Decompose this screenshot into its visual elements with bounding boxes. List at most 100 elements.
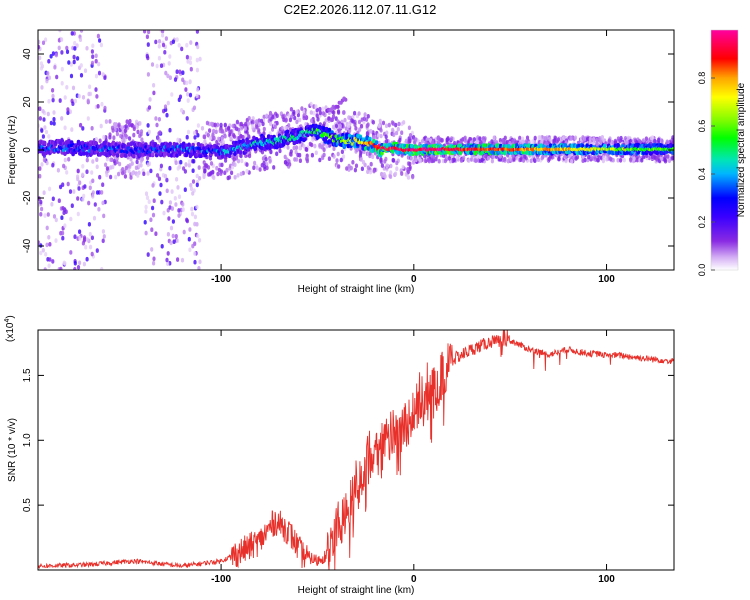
spectrogram-ridge-halo [292,140,297,146]
spectrogram-speckle [70,127,74,132]
spectrogram-speckle [152,260,156,266]
spectrogram-speckle [99,42,103,48]
spectrogram-speckle [101,229,105,234]
spectrogram-y-tick-label: 40 [22,48,33,60]
spectrogram-speckle [193,221,197,227]
spectrogram-ridge-halo [115,153,120,158]
spectrogram-speckle [162,210,166,216]
spectrogram-ridge-halo [345,133,349,138]
spectrogram-speckle [343,117,347,123]
spectrogram-speckle [147,199,151,204]
spectrogram-speckle [542,135,546,141]
spectrogram-speckle [72,59,76,65]
spectrogram-speckle [318,143,322,148]
spectrogram-speckle [587,154,591,160]
snr-frame [37,329,675,571]
spectrogram-speckle [391,127,395,133]
spectrogram-ridge-halo [63,151,67,156]
spectrogram-speckle [552,138,556,144]
spectrogram-speckle [76,174,80,179]
spectrogram-speckle [94,137,98,142]
spectrogram-speckle [285,125,289,131]
spectrogram-speckle [41,109,45,114]
spectrogram-speckle [385,138,389,144]
spectrogram-speckle [174,202,178,207]
spectrogram-speckle [588,136,592,142]
spectrogram-speckle [102,213,106,219]
spectrogram-speckle [214,129,218,135]
spectrogram-speckle [353,122,357,127]
spectrogram-speckle [46,71,50,76]
spectrogram-speckle [490,158,494,164]
spectrogram-speckle [185,80,189,86]
spectrogram-speckle [163,50,167,55]
spectrogram-speckle [101,200,105,206]
spectrogram-speckle [147,129,151,135]
spectrogram-speckle [285,161,289,167]
spectrogram-speckle [359,157,363,162]
spectrogram-y-tick-label: 0 [22,147,33,153]
spectrogram-speckle [150,247,154,252]
spectrogram-ridge-halo [285,129,290,134]
spectrogram-speckle [168,200,172,205]
spectrogram-speckle [216,136,221,142]
spectrogram-speckle [186,129,191,135]
snr-x-tick-label: 0 [411,574,417,585]
spectrogram-speckle [187,236,191,242]
spectrogram-speckle [166,261,170,267]
spectrogram-speckle [47,59,51,64]
spectrogram-speckle [521,139,525,145]
spectrogram-speckle [168,54,172,59]
spectrogram-speckle [78,37,83,42]
spectrogram-speckle [157,55,161,61]
spectrogram-speckle [392,158,396,163]
spectrogram-secondary-branch [343,97,348,102]
spectrogram-speckle [94,53,98,59]
spectrogram-speckle [128,136,132,141]
spectrogram-speckle [616,158,620,163]
spectrogram-speckle [174,160,178,165]
spectrogram-ridge-halo [531,150,535,156]
spectrogram-speckle [240,158,244,164]
spectrogram-speckle [564,158,568,164]
spectrogram-speckle [595,141,599,147]
spectrogram-speckle [164,70,168,76]
spectrogram-speckle [49,54,53,59]
spectrogram-speckle [371,120,375,125]
spectrogram-ridge-halo [374,140,379,145]
spectrogram-speckle [51,88,55,93]
spectrogram-ridge-core [298,133,302,138]
spectrogram-speckle [310,118,314,123]
spectrogram-speckle [127,168,131,174]
spectrogram-speckle [146,252,150,257]
spectrogram-speckle [339,157,343,163]
spectrogram-speckle [189,182,193,188]
spectrogram-speckle [69,216,73,222]
spectrogram-speckle [39,212,43,217]
spectrogram-speckle [629,158,633,163]
spectrogram-speckle [67,157,71,162]
spectrogram-speckle [447,156,451,161]
spectrogram-speckle [111,128,115,133]
spectrogram-speckle [569,136,573,141]
spectrogram-speckle [152,83,156,88]
spectrogram-speckle [655,157,659,162]
spectrogram-speckle [511,139,515,144]
spectrogram-speckle [533,135,537,141]
spectrogram-speckle [231,123,235,129]
spectrogram-speckle [158,191,162,196]
spectrogram-ridge-halo [548,143,553,148]
spectrogram-speckle [271,114,275,120]
spectrogram-speckle [38,173,42,179]
spectrogram-speckle [135,159,139,165]
spectrogram-speckle [63,157,67,163]
spectrogram-speckle [321,111,325,116]
spectrogram-speckle [151,205,155,211]
spectrogram-speckle [189,40,193,45]
spectrogram-ridge-halo [372,139,376,144]
spectrogram-speckle [157,176,161,182]
spectrogram-speckle [152,256,156,262]
spectrogram-speckle [45,225,49,231]
spectrogram-speckle [173,196,177,201]
spectrogram-speckle [170,92,174,97]
